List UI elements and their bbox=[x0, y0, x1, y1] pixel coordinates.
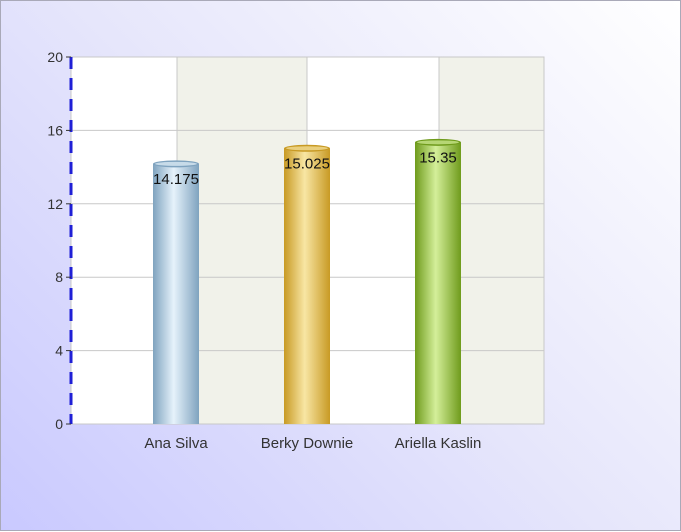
bar-cap-highlight bbox=[155, 161, 197, 166]
bar-cap-highlight bbox=[417, 140, 459, 145]
y-tick-label: 0 bbox=[55, 416, 63, 432]
bar-1 bbox=[153, 160, 199, 425]
bar-body bbox=[284, 148, 330, 424]
x-category-label: Ana Silva bbox=[144, 435, 208, 452]
data-label: 14.175 bbox=[153, 171, 199, 188]
y-axis bbox=[66, 56, 73, 425]
y-tick-label: 20 bbox=[47, 49, 63, 65]
bar-3 bbox=[415, 138, 461, 424]
bar-cap-highlight bbox=[286, 146, 328, 151]
bar-body bbox=[153, 163, 199, 425]
bars bbox=[153, 138, 461, 425]
labels: 0 4 8 12 16 20 Ana Silva Berky Downie Ariella Ka… bbox=[47, 49, 481, 452]
x-category-label: Ariella Kaslin bbox=[395, 435, 482, 452]
bar-body bbox=[415, 142, 461, 424]
data-label: 15.35 bbox=[419, 149, 457, 166]
y-tick-label: 8 bbox=[55, 269, 63, 285]
data-label: 15.025 bbox=[284, 155, 330, 172]
x-category-label: Berky Downie bbox=[261, 435, 354, 452]
bar-2 bbox=[284, 144, 330, 424]
y-tick-label: 16 bbox=[47, 122, 63, 138]
y-tick-label: 12 bbox=[47, 196, 63, 212]
y-tick-label: 4 bbox=[55, 343, 63, 359]
